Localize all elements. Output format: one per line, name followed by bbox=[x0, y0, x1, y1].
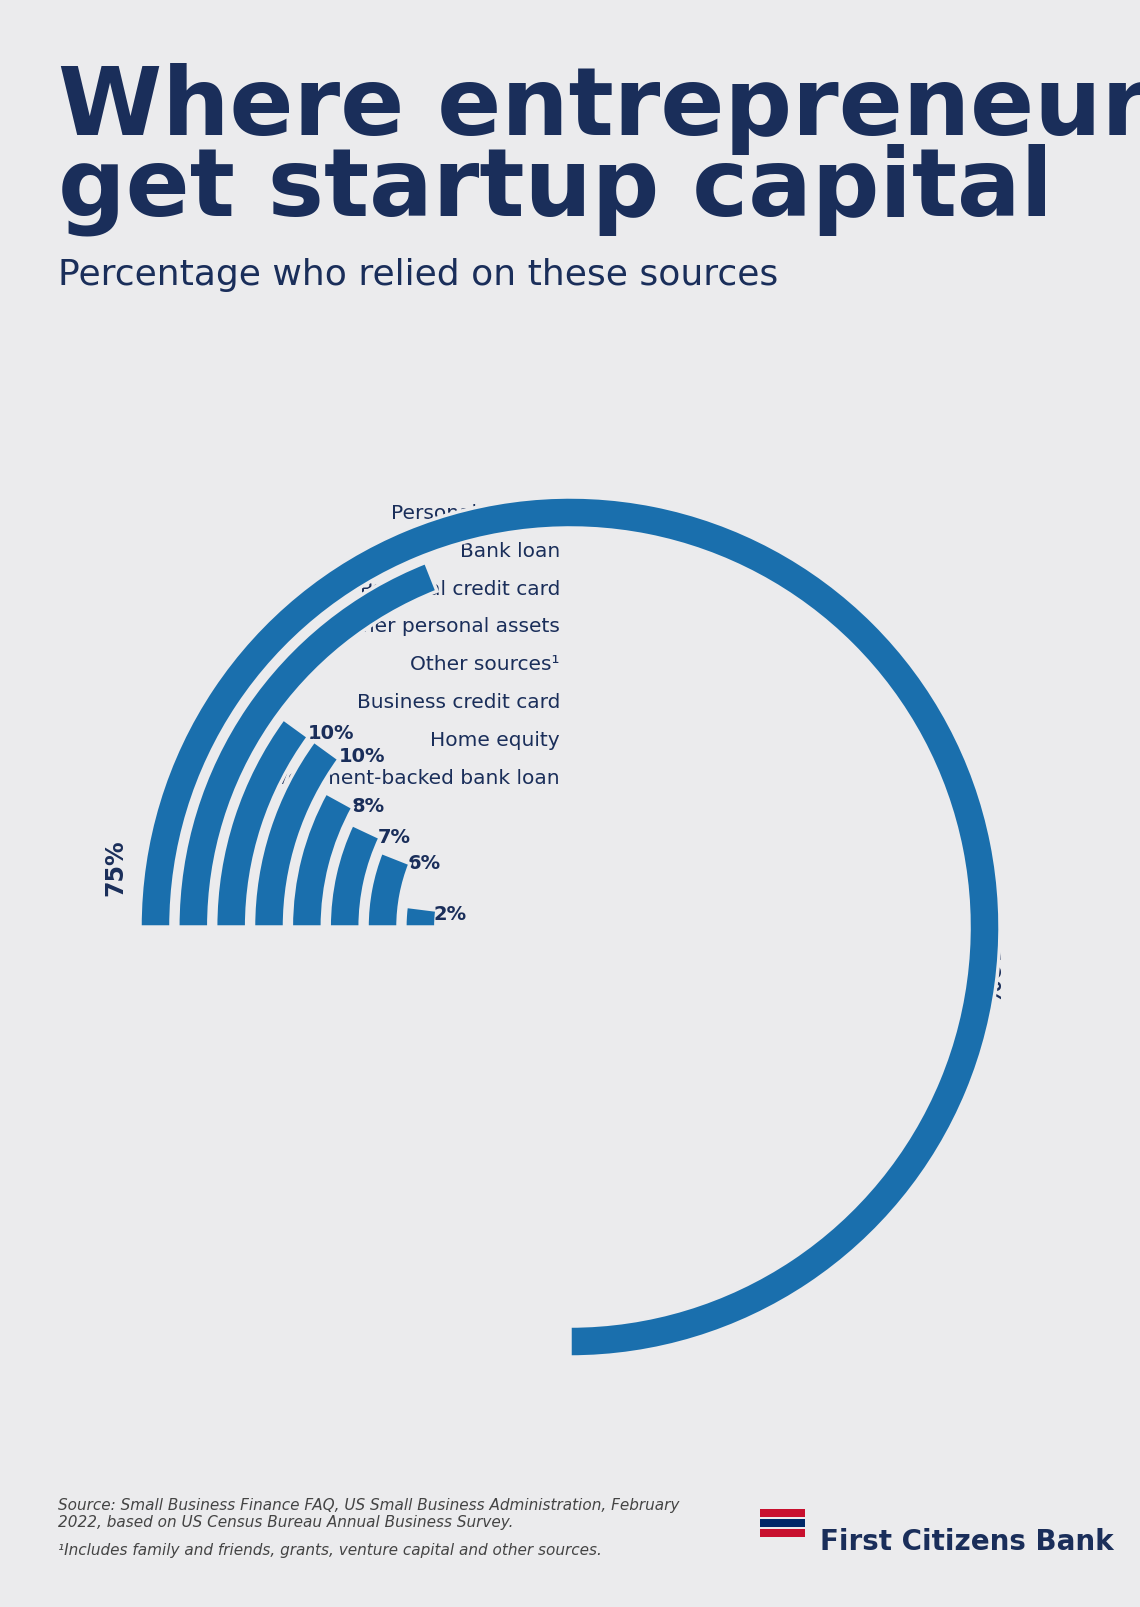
FancyBboxPatch shape bbox=[760, 1519, 805, 1527]
Text: Personal credit card: Personal credit card bbox=[359, 579, 560, 598]
Text: 10%: 10% bbox=[339, 746, 385, 765]
Text: Home equity: Home equity bbox=[431, 731, 560, 749]
Text: 19%: 19% bbox=[975, 950, 999, 1006]
Wedge shape bbox=[215, 720, 309, 927]
Wedge shape bbox=[178, 562, 437, 927]
FancyBboxPatch shape bbox=[760, 1509, 805, 1517]
Text: get startup capital: get startup capital bbox=[58, 143, 1053, 235]
Text: Source: Small Business Finance FAQ, US Small Business Administration, February
2: Source: Small Business Finance FAQ, US S… bbox=[58, 1498, 679, 1530]
Text: 2%: 2% bbox=[433, 905, 466, 922]
Text: 8%: 8% bbox=[351, 795, 384, 815]
Text: Government-backed bank loan: Government-backed bank loan bbox=[249, 768, 560, 787]
Text: Business credit card: Business credit card bbox=[357, 693, 560, 712]
Text: Personal savings: Personal savings bbox=[391, 503, 560, 522]
Wedge shape bbox=[367, 853, 410, 927]
Wedge shape bbox=[405, 906, 437, 927]
Wedge shape bbox=[292, 794, 353, 927]
Text: First Citizens Bank: First Citizens Bank bbox=[820, 1527, 1114, 1556]
Text: Other personal assets: Other personal assets bbox=[339, 617, 560, 636]
Wedge shape bbox=[329, 824, 380, 927]
Text: Where entrepreneurs: Where entrepreneurs bbox=[58, 63, 1140, 154]
Text: 75%: 75% bbox=[104, 839, 128, 895]
Text: 10%: 10% bbox=[308, 723, 355, 742]
Wedge shape bbox=[140, 498, 1000, 1358]
Text: Other sources¹: Other sources¹ bbox=[410, 656, 560, 673]
Text: 7%: 7% bbox=[378, 828, 412, 845]
Text: 6%: 6% bbox=[408, 853, 441, 873]
Text: Bank loan: Bank loan bbox=[459, 542, 560, 561]
Wedge shape bbox=[253, 741, 339, 927]
Text: ¹Includes family and friends, grants, venture capital and other sources.: ¹Includes family and friends, grants, ve… bbox=[58, 1543, 602, 1557]
FancyBboxPatch shape bbox=[760, 1528, 805, 1536]
Text: Percentage who relied on these sources: Percentage who relied on these sources bbox=[58, 257, 779, 292]
